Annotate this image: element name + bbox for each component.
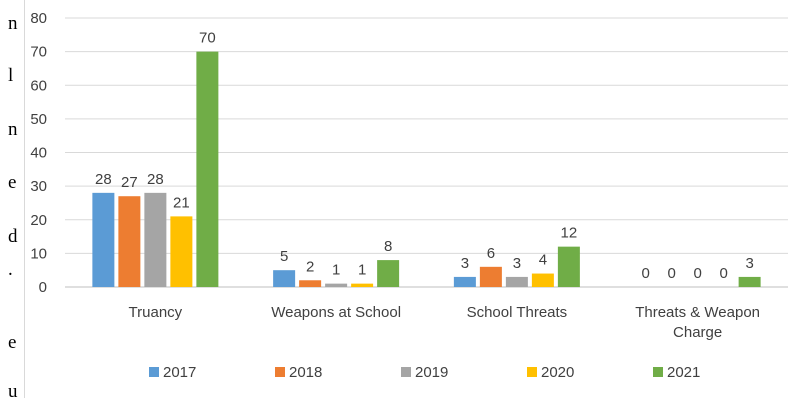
legend-swatch-2017	[149, 367, 159, 377]
y-tick-label: 70	[30, 44, 47, 61]
document-text-fragment: n	[8, 119, 18, 140]
legend: 2017 2018 2019 2020 2021	[149, 364, 700, 381]
legend-swatch-2019	[401, 367, 411, 377]
data-label: 70	[199, 30, 216, 47]
y-tick-label: 80	[30, 10, 47, 27]
document-text-fragment: e	[8, 172, 17, 193]
data-label: 28	[147, 171, 164, 188]
data-label: 5	[280, 248, 288, 265]
bar-2019	[505, 276, 528, 287]
data-label: 27	[121, 174, 138, 191]
bar-2018	[118, 196, 141, 287]
bar-2017	[453, 276, 476, 287]
data-label: 2	[306, 258, 314, 275]
legend-swatch-2020	[527, 367, 537, 377]
y-tick-label: 30	[30, 178, 47, 195]
bar-2020	[531, 273, 554, 287]
data-label: 21	[173, 194, 190, 211]
bar-2021	[738, 276, 761, 287]
bar-2020	[170, 216, 193, 287]
data-label: 1	[358, 262, 366, 279]
category-label: School Threats	[467, 304, 568, 321]
legend-label: 2020	[541, 364, 574, 381]
data-label: 12	[561, 225, 578, 242]
bar-2021	[377, 260, 400, 287]
category-label: Weapons at School	[271, 304, 401, 321]
bar-2021	[557, 246, 580, 287]
category-label: Threats & Weapon Charge	[635, 304, 760, 341]
data-label: 4	[539, 252, 547, 269]
bar-2017	[92, 192, 115, 287]
data-label: 3	[461, 255, 469, 272]
data-label: 8	[384, 238, 392, 255]
bar-2018	[479, 266, 502, 287]
data-label: 0	[693, 265, 701, 282]
legend-swatch-2021	[653, 367, 663, 377]
data-label: 28	[95, 171, 112, 188]
document-text-fragment: l	[8, 65, 14, 86]
y-tick-label: 0	[39, 279, 47, 296]
bar-2018	[299, 280, 322, 287]
y-tick-label: 60	[30, 77, 47, 94]
data-label: 3	[745, 255, 753, 272]
data-label: 0	[667, 265, 675, 282]
bar-2019	[325, 283, 348, 287]
data-label: 1	[332, 262, 340, 279]
bar-2019	[144, 192, 167, 287]
bar-2017	[273, 270, 296, 287]
x-axis-category-labels: Truancy Weapons at School School Threats Th…	[129, 304, 760, 341]
legend-swatch-2018	[275, 367, 285, 377]
document-text-fragment: n	[8, 13, 18, 34]
document-text-fragment: .	[8, 259, 13, 280]
data-label: 3	[513, 255, 521, 272]
category-label: Truancy	[129, 304, 183, 321]
document-text-edge: n l n e d. e u	[0, 0, 24, 402]
y-axis-tick-labels: 0 10 20 30 40 50 60 70 80	[30, 10, 47, 296]
y-tick-label: 20	[30, 212, 47, 229]
data-label: 0	[641, 265, 649, 282]
chart-frame: 0 10 20 30 40 50 60 70 80 28 27 28 21 70 5 2 1 1 8 3 6 3 4 12 0…	[24, 0, 797, 398]
data-label: 6	[487, 245, 495, 262]
document-text-fragment: e	[8, 332, 17, 353]
bar-2020	[351, 283, 374, 287]
document-text-fragment: d	[8, 226, 18, 247]
y-tick-label: 50	[30, 111, 47, 128]
bars	[92, 51, 761, 287]
bar-2021	[196, 51, 219, 287]
document-text-fragment: u	[8, 381, 18, 402]
legend-label: 2018	[289, 364, 322, 381]
y-tick-label: 10	[30, 245, 47, 262]
legend-label: 2017	[163, 364, 196, 381]
legend-label: 2021	[667, 364, 700, 381]
y-tick-label: 40	[30, 145, 47, 162]
legend-label: 2019	[415, 364, 448, 381]
data-label: 0	[719, 265, 727, 282]
